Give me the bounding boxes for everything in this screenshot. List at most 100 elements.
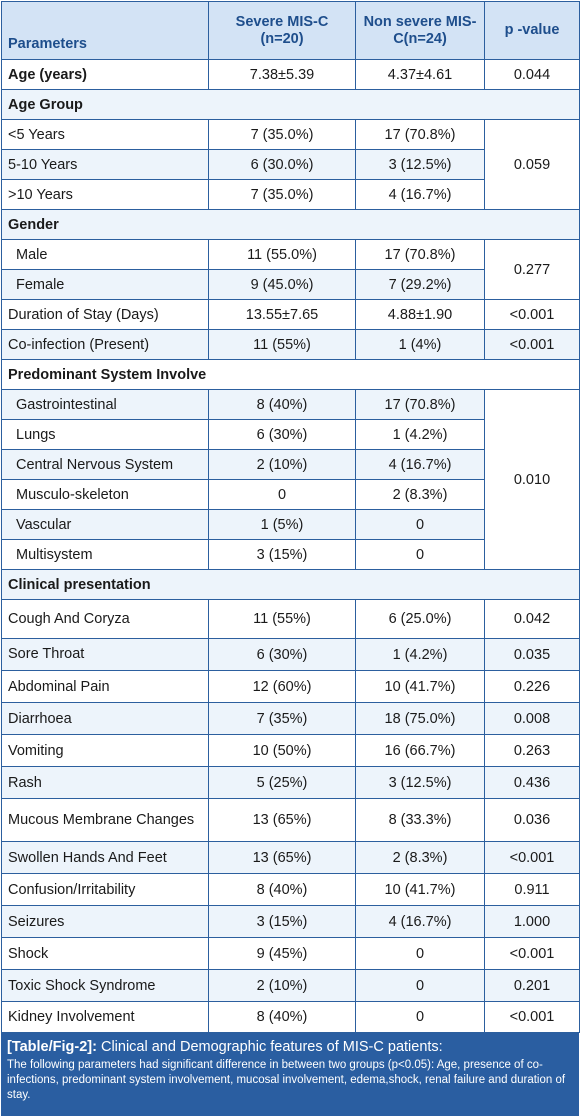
section-row: Clinical presentation bbox=[1, 569, 580, 600]
p-value: 1.000 bbox=[484, 905, 580, 938]
section-title: Predominant System Involve bbox=[1, 359, 580, 390]
p-value: 0.008 bbox=[484, 702, 580, 735]
severe-value: 11 (55%) bbox=[208, 599, 356, 639]
table-row: Gastrointestinal 8 (40%) 17 (70.8%) 0.01… bbox=[1, 389, 580, 570]
nonsevere-value: 10 (41.7%) bbox=[355, 873, 485, 906]
nonsevere-value: 0 bbox=[355, 1001, 485, 1033]
figure-caption: [Table/Fig-2]: Clinical and Demographic … bbox=[1, 1033, 579, 1116]
nonsevere-value: 4.37±4.61 bbox=[355, 59, 485, 90]
table-row: Co-infection (Present) 11 (55%) 1 (4%) <… bbox=[1, 329, 580, 360]
severe-value: 7 (35.0%) bbox=[208, 119, 356, 150]
table-row: Toxic Shock Syndrome 2 (10%) 0 0.201 bbox=[1, 969, 580, 1002]
table-row: 5-10 Years 6 (30.0%) 3 (12.5%) bbox=[1, 149, 580, 180]
table-row: Female 9 (45.0%) 7 (29.2%) bbox=[1, 269, 580, 300]
table-row: Seizures 3 (15%) 4 (16.7%) 1.000 bbox=[1, 905, 580, 938]
severe-value: 3 (15%) bbox=[208, 905, 356, 938]
nonsevere-value: 3 (12.5%) bbox=[355, 149, 485, 180]
table-row: Confusion/Irritability 8 (40%) 10 (41.7%… bbox=[1, 873, 580, 906]
nonsevere-value: 1 (4.2%) bbox=[355, 638, 485, 671]
p-value: 0.277 bbox=[484, 239, 580, 300]
nonsevere-value: 0 bbox=[355, 509, 485, 540]
row-label: Shock bbox=[1, 937, 209, 970]
table-row: Mucous Membrane Changes 13 (65%) 8 (33.3… bbox=[1, 798, 580, 842]
severe-value: 7.38±5.39 bbox=[208, 59, 356, 90]
table-row: Shock 9 (45%) 0 <0.001 bbox=[1, 937, 580, 970]
severe-value: 6 (30.0%) bbox=[208, 149, 356, 180]
p-value: 0.263 bbox=[484, 734, 580, 767]
row-label: Swollen Hands And Feet bbox=[1, 841, 209, 874]
table-row: Swollen Hands And Feet 13 (65%) 2 (8.3%)… bbox=[1, 841, 580, 874]
row-label: Co-infection (Present) bbox=[1, 329, 209, 360]
row-label: Rash bbox=[1, 766, 209, 799]
table-row: Male 11 (55.0%) 17 (70.8%) 0.277 bbox=[1, 239, 580, 300]
nonsevere-value: 4 (16.7%) bbox=[355, 449, 485, 480]
table-row: Multisystem 3 (15%) 0 bbox=[1, 539, 580, 570]
severe-value: 6 (30%) bbox=[208, 638, 356, 671]
nonsevere-value: 2 (8.3%) bbox=[355, 479, 485, 510]
caption-title: [Table/Fig-2]: Clinical and Demographic … bbox=[7, 1038, 573, 1056]
row-label: Duration of Stay (Days) bbox=[1, 299, 209, 330]
row-label: Kidney Involvement bbox=[1, 1001, 209, 1033]
severe-value: 3 (15%) bbox=[208, 539, 356, 570]
row-label: Male bbox=[1, 239, 209, 270]
caption-note: The following parameters had significant… bbox=[7, 1059, 566, 1101]
table-row: Duration of Stay (Days) 13.55±7.65 4.88±… bbox=[1, 299, 580, 330]
p-value: 0.035 bbox=[484, 638, 580, 671]
p-value: 0.911 bbox=[484, 873, 580, 906]
nonsevere-value: 17 (70.8%) bbox=[355, 119, 485, 150]
caption-title-text: Clinical and Demographic features of MIS… bbox=[96, 1039, 443, 1055]
table-row: Rash 5 (25%) 3 (12.5%) 0.436 bbox=[1, 766, 580, 799]
nonsevere-value: 3 (12.5%) bbox=[355, 766, 485, 799]
severe-value: 13 (65%) bbox=[208, 798, 356, 842]
row-label: Lungs bbox=[1, 419, 209, 450]
row-label: Cough And Coryza bbox=[1, 599, 209, 639]
p-value: 0.010 bbox=[484, 389, 580, 570]
nonsevere-value: 16 (66.7%) bbox=[355, 734, 485, 767]
nonsevere-value: 17 (70.8%) bbox=[355, 389, 485, 420]
p-value: 0.044 bbox=[484, 59, 580, 90]
p-value: 0.042 bbox=[484, 599, 580, 639]
severe-value: 11 (55%) bbox=[208, 329, 356, 360]
table-row: <5 Years 7 (35.0%) 17 (70.8%) 0.059 bbox=[1, 119, 580, 210]
header-parameters: Parameters bbox=[1, 1, 209, 60]
row-label: >10 Years bbox=[1, 179, 209, 210]
row-label: Sore Throat bbox=[1, 638, 209, 671]
severe-value: 8 (40%) bbox=[208, 1001, 356, 1033]
table-row: Age (years) 7.38±5.39 4.37±4.61 0.044 bbox=[1, 59, 580, 90]
row-label: Mucous Membrane Changes bbox=[1, 798, 209, 842]
header-severe: Severe MIS-C (n=20) bbox=[208, 1, 356, 60]
table-row: Central Nervous System 2 (10%) 4 (16.7%) bbox=[1, 449, 580, 480]
table-row: Lungs 6 (30%) 1 (4.2%) bbox=[1, 419, 580, 450]
nonsevere-value: 6 (25.0%) bbox=[355, 599, 485, 639]
section-row: Age Group bbox=[1, 89, 580, 120]
row-label: Central Nervous System bbox=[1, 449, 209, 480]
severe-value: 5 (25%) bbox=[208, 766, 356, 799]
p-value: <0.001 bbox=[484, 329, 580, 360]
section-row: Gender bbox=[1, 209, 580, 240]
severe-value: 7 (35%) bbox=[208, 702, 356, 735]
row-label: Gastrointestinal bbox=[1, 389, 209, 420]
caption-tag: [Table/Fig-2]: bbox=[7, 1039, 97, 1055]
header-nonsevere: Non severe MIS-C(n=24) bbox=[355, 1, 485, 60]
p-value: 0.436 bbox=[484, 766, 580, 799]
severe-value: 8 (40%) bbox=[208, 873, 356, 906]
nonsevere-value: 8 (33.3%) bbox=[355, 798, 485, 842]
severe-value: 2 (10%) bbox=[208, 969, 356, 1002]
p-value: <0.001 bbox=[484, 841, 580, 874]
table-row: Sore Throat 6 (30%) 1 (4.2%) 0.035 bbox=[1, 638, 580, 671]
severe-value: 13.55±7.65 bbox=[208, 299, 356, 330]
p-value: 0.059 bbox=[484, 119, 580, 210]
row-label: 5-10 Years bbox=[1, 149, 209, 180]
nonsevere-value: 0 bbox=[355, 937, 485, 970]
table-row: Abdominal Pain 12 (60%) 10 (41.7%) 0.226 bbox=[1, 670, 580, 703]
nonsevere-value: 1 (4.2%) bbox=[355, 419, 485, 450]
row-label: Confusion/Irritability bbox=[1, 873, 209, 906]
nonsevere-value: 18 (75.0%) bbox=[355, 702, 485, 735]
table-row: Vascular 1 (5%) 0 bbox=[1, 509, 580, 540]
severe-value: 11 (55.0%) bbox=[208, 239, 356, 270]
table-row: Diarrhoea 7 (35%) 18 (75.0%) 0.008 bbox=[1, 702, 580, 735]
nonsevere-value: 10 (41.7%) bbox=[355, 670, 485, 703]
severe-value: 12 (60%) bbox=[208, 670, 356, 703]
nonsevere-value: 4 (16.7%) bbox=[355, 905, 485, 938]
